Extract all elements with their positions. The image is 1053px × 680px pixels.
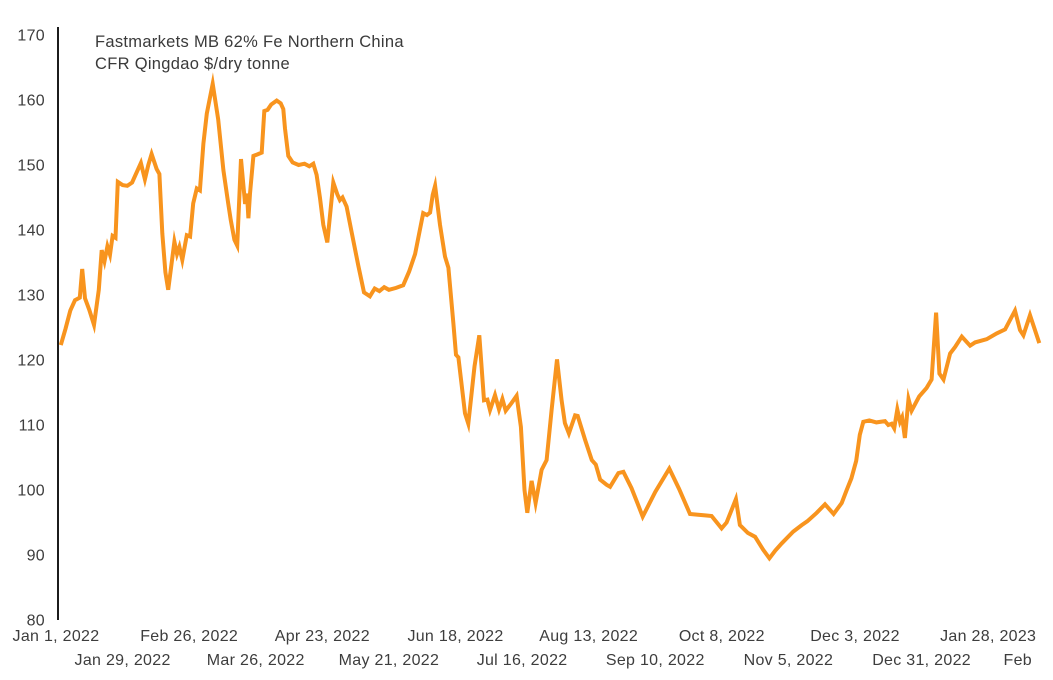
- y-axis-tick-label: 90: [27, 548, 45, 565]
- x-axis-tick-label: Jan 28, 2023: [940, 628, 1036, 645]
- x-axis-tick-label: Sep 10, 2022: [606, 652, 705, 669]
- x-axis-tick-label: Feb: [1004, 652, 1032, 669]
- y-axis-tick-label: 100: [17, 483, 45, 500]
- y-axis-tick-label: 130: [17, 288, 45, 305]
- y-axis-tick-label: 140: [17, 223, 45, 240]
- chart-title: Fastmarkets MB 62% Fe Northern China CFR…: [95, 31, 404, 75]
- y-axis-tick-label: 110: [19, 418, 45, 435]
- x-axis-tick-label: Aug 13, 2022: [539, 628, 638, 645]
- x-axis-tick-label: Feb 26, 2022: [140, 628, 238, 645]
- x-axis-tick-label: Jan 29, 2022: [75, 652, 171, 669]
- price-line-series: [58, 72, 1042, 562]
- y-axis-tick-label: 120: [17, 353, 45, 370]
- x-axis-tick-label: Mar 26, 2022: [207, 652, 305, 669]
- chart-title-line-1: Fastmarkets MB 62% Fe Northern China: [95, 33, 404, 51]
- x-axis-tick-label: Dec 3, 2022: [810, 628, 900, 645]
- x-axis-tick-label: Nov 5, 2022: [744, 652, 834, 669]
- x-axis-tick-label: Jan 1, 2022: [13, 628, 100, 645]
- y-axis-tick-label: 80: [27, 613, 45, 630]
- y-axis-tick-label: 160: [17, 93, 45, 110]
- y-axis-tick-label: 150: [17, 158, 45, 175]
- chart-title-line-2: CFR Qingdao $/dry tonne: [95, 55, 290, 73]
- x-axis-tick-label: Jun 18, 2022: [407, 628, 503, 645]
- y-axis-tick-label: 170: [17, 28, 45, 45]
- x-axis-tick-label: May 21, 2022: [339, 652, 440, 669]
- x-axis-tick-label: Oct 8, 2022: [679, 628, 765, 645]
- x-axis-tick-label: Jul 16, 2022: [477, 652, 568, 669]
- x-axis-tick-label: Apr 23, 2022: [275, 628, 370, 645]
- x-axis-tick-label: Dec 31, 2022: [872, 652, 971, 669]
